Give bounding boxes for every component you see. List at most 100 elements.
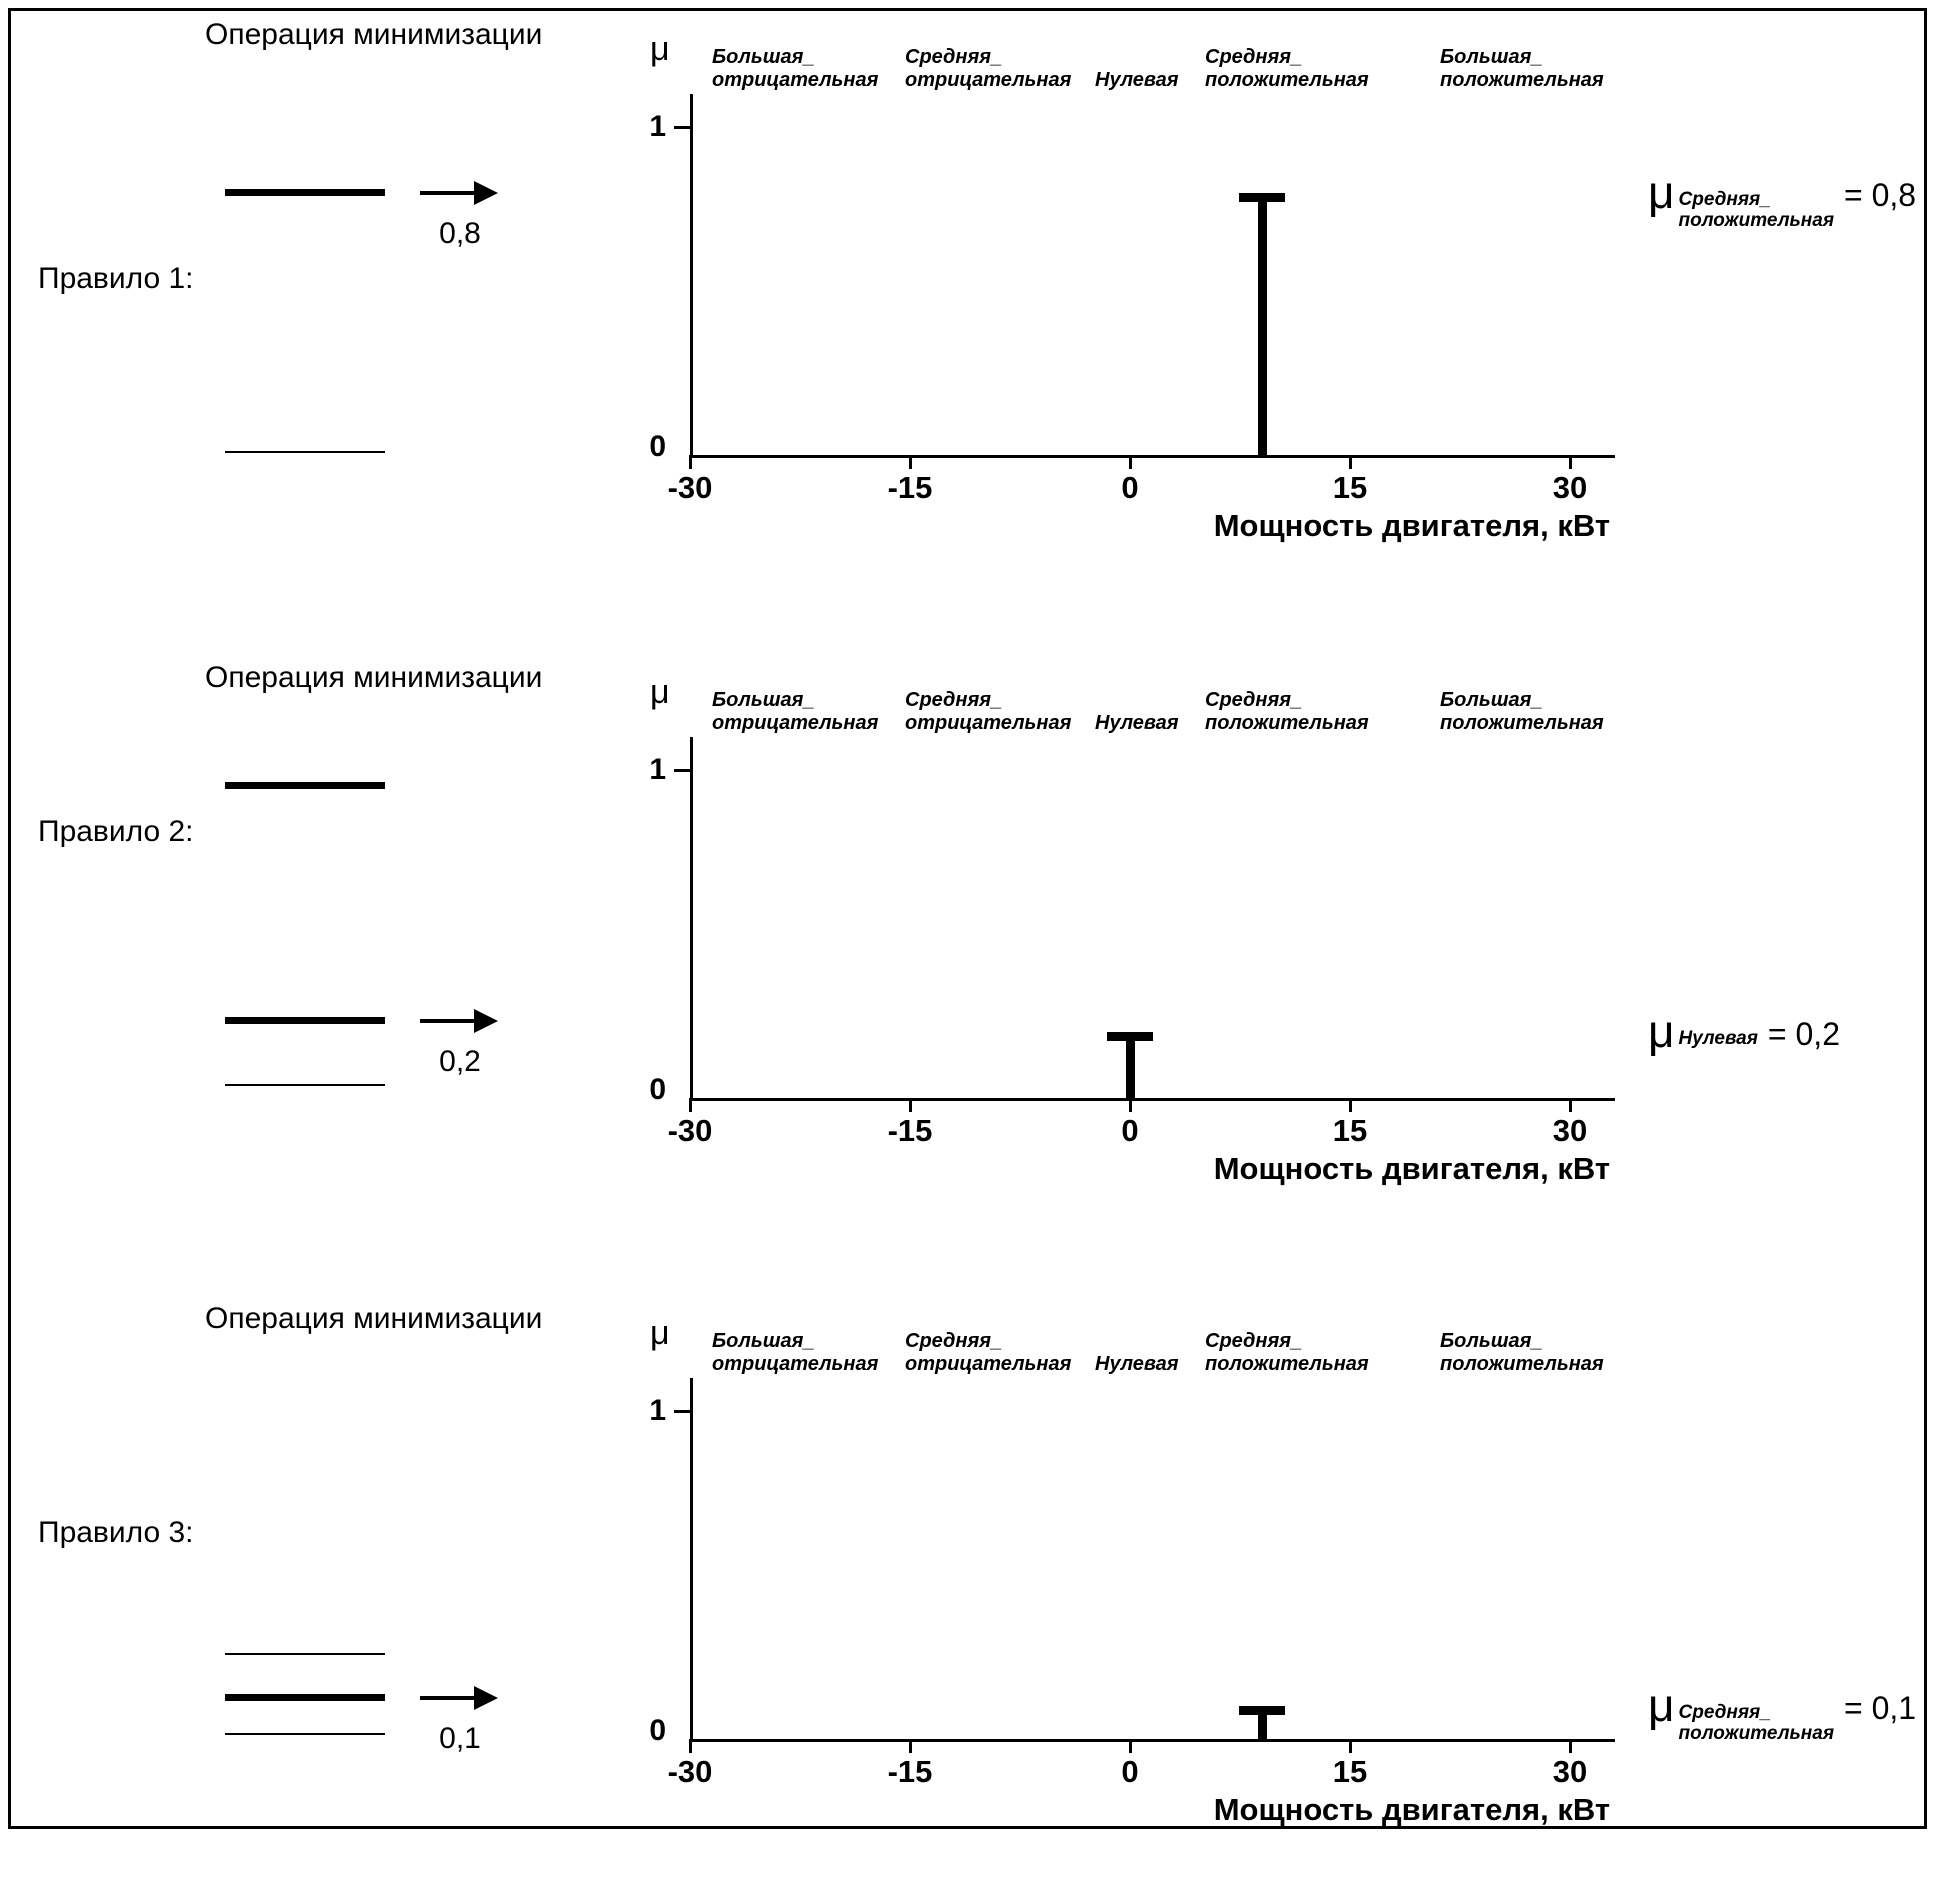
min-value-label: 0,1 — [439, 1722, 481, 1755]
fuzzy-set-label-line: отрицательная — [712, 1353, 879, 1375]
fuzzy-set-label-line: отрицательная — [905, 69, 1072, 91]
arrow-head-icon — [474, 1008, 498, 1033]
mu-subscript-line: положительная — [1678, 209, 1835, 231]
x-tick-mark — [689, 1098, 692, 1112]
x-axis-line — [690, 1739, 1615, 1742]
mu-subscript: Средняя_ положительная — [1679, 189, 1835, 231]
membership-bar-cap — [1239, 192, 1285, 202]
fuzzy-set-label-line: отрицательная — [905, 712, 1072, 734]
x-axis-line — [690, 1098, 1615, 1101]
x-tick-mark — [689, 1739, 692, 1753]
membership-level-line — [225, 1694, 385, 1701]
x-tick-label: -30 — [667, 1113, 713, 1148]
y-tick-one-label: 1 — [649, 753, 666, 786]
fuzzy-set-label-line: Средняя_ — [1205, 1330, 1303, 1352]
x-tick-mark — [909, 1739, 912, 1753]
x-tick-mark — [1349, 1098, 1352, 1112]
mu-symbol: μ — [1648, 1005, 1675, 1058]
fuzzy-set-label-line: отрицательная — [712, 69, 879, 91]
fuzzy-set-label: Средняя_ отрицательная — [905, 1330, 1071, 1376]
min-value-label: 0,8 — [439, 216, 481, 250]
fuzzy-set-label: Средняя_ отрицательная — [905, 689, 1071, 735]
fuzzy-set-label-line — [1095, 46, 1179, 69]
fuzzy-set-label: Средняя_ положительная — [1205, 689, 1369, 735]
fuzzy-set-label-line: Большая_ — [712, 1330, 815, 1352]
x-axis-title: Мощность двигателя, кВт — [1213, 508, 1610, 543]
mu-symbol: μ — [1648, 165, 1675, 218]
x-tick-label: 30 — [1552, 1754, 1588, 1789]
x-tick-label: 0 — [1121, 1754, 1139, 1789]
arrow-shaft — [420, 190, 478, 195]
arrow-shaft — [420, 1018, 478, 1023]
y-tick-one-label: 1 — [649, 1394, 666, 1427]
y-tick-one-mark — [674, 769, 690, 772]
fuzzy-set-label: Нулевая — [1095, 46, 1179, 92]
fuzzy-set-label-line: Большая_ — [1440, 1330, 1543, 1352]
fuzzy-set-label: Нулевая — [1095, 1330, 1179, 1376]
result-expression: μ Средняя_ положительная = 0,8 — [1648, 169, 1916, 231]
x-axis-title: Мощность двигателя, кВт — [1213, 1151, 1610, 1186]
min-result-arrow — [420, 1686, 498, 1710]
y-tick-zero-label: 0 — [649, 430, 666, 463]
x-axis-title: Мощность двигателя, кВт — [1213, 1792, 1610, 1827]
x-tick-mark — [1129, 1739, 1132, 1753]
membership-level-line — [225, 1733, 385, 1736]
arrow-head-icon — [474, 180, 498, 205]
fuzzy-set-label: Средняя_ положительная — [1205, 1330, 1369, 1376]
fuzzy-set-label: Средняя_ отрицательная — [905, 46, 1071, 92]
result-expression: μ Нулевая = 0,2 — [1648, 1008, 1840, 1054]
mu-subscript-line: Средняя_ — [1678, 188, 1771, 210]
membership-bar-cap — [1107, 1032, 1153, 1042]
x-tick-label: -15 — [887, 1113, 933, 1148]
result-value: = 0,2 — [1767, 1016, 1840, 1053]
fuzzy-set-label: Большая_ отрицательная — [712, 1330, 878, 1376]
x-tick-mark — [1569, 1739, 1572, 1753]
y-tick-one-mark — [674, 1410, 690, 1413]
fuzzy-set-label-line — [1095, 1330, 1179, 1353]
clipped-membership-bar — [1258, 1706, 1267, 1739]
fuzzy-set-label-line: Большая_ — [712, 46, 815, 68]
rule-panel-1: Операция минимизации Правило 1: μ 1 0 Мо… — [0, 0, 1937, 613]
fuzzy-set-label-line: Средняя_ — [905, 1330, 1003, 1352]
y-axis-line — [690, 737, 693, 1101]
fuzzy-set-label-line: Большая_ — [1440, 689, 1543, 711]
fuzzy-set-label-line: положительная — [1205, 712, 1369, 734]
x-tick-label: -30 — [667, 470, 713, 505]
mu-subscript-line: положительная — [1678, 1723, 1835, 1745]
fuzzy-set-label-line: Средняя_ — [1205, 689, 1303, 711]
x-tick-label: 30 — [1552, 470, 1588, 505]
x-tick-mark — [909, 455, 912, 469]
x-tick-label: 15 — [1332, 1754, 1368, 1789]
fuzzy-set-label-line: Средняя_ — [1205, 46, 1303, 68]
x-tick-mark — [689, 455, 692, 469]
fuzzy-set-label: Большая_ отрицательная — [712, 46, 878, 92]
rule-label: Правило 2: — [38, 815, 194, 848]
membership-level-line — [225, 1016, 385, 1024]
rule-label: Правило 3: — [38, 1516, 194, 1549]
fuzzy-set-label-line: положительная — [1440, 712, 1604, 734]
mu-subscript-line: Нулевая — [1678, 1028, 1758, 1050]
x-tick-label: 15 — [1332, 1113, 1368, 1148]
min-value-label: 0,2 — [439, 1044, 481, 1078]
fuzzy-set-label-line: положительная — [1205, 1353, 1369, 1375]
y-axis-line — [690, 94, 693, 458]
fuzzy-set-label-line: положительная — [1205, 69, 1369, 91]
fuzzy-set-label-line — [1095, 689, 1179, 712]
fuzzy-set-label-line: Средняя_ — [905, 689, 1003, 711]
y-tick-one-label: 1 — [649, 110, 666, 143]
x-tick-label: 0 — [1121, 470, 1139, 505]
fuzzy-set-label: Большая_ положительная — [1440, 689, 1604, 735]
x-tick-label: 0 — [1121, 1113, 1139, 1148]
result-value: = 0,1 — [1844, 1690, 1917, 1727]
mu-axis-label: μ — [650, 30, 670, 68]
clipped-membership-bar — [1258, 192, 1267, 455]
membership-bar-cap — [1239, 1706, 1285, 1716]
fuzzy-set-label-line: отрицательная — [905, 1353, 1072, 1375]
x-tick-mark — [1349, 455, 1352, 469]
min-operation-title: Операция минимизации — [205, 18, 543, 51]
x-tick-mark — [1349, 1739, 1352, 1753]
x-tick-label: 30 — [1552, 1113, 1588, 1148]
y-tick-zero-label: 0 — [649, 1714, 666, 1747]
fuzzy-set-label-line: Нулевая — [1095, 712, 1179, 734]
min-result-arrow — [420, 180, 498, 205]
